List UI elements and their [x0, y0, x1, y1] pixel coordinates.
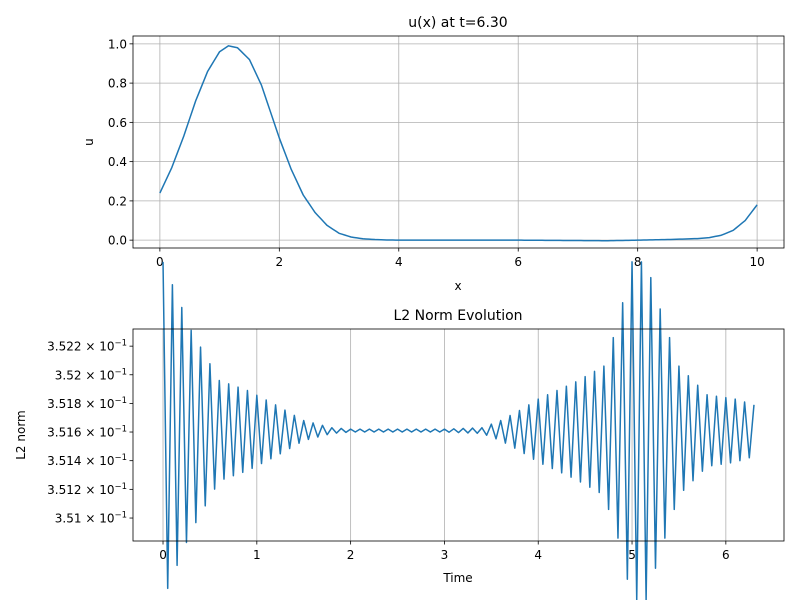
bottom-subplot: 0 1 2 3 4 5 6 3.51 × 10−1 3.512 × 10−1 3.514 × 10… — [14, 261, 785, 600]
bottom-x-tick-label: 3 — [441, 548, 449, 562]
top-subplot: 0 2 4 6 8 10 0.0 0.2 0.4 0.6 0.8 1.0 u(x) at t=6.30… — [82, 15, 785, 293]
top-x-tick-label: 4 — [395, 255, 403, 269]
top-x-axis-label: x — [454, 279, 461, 293]
top-plot-title: u(x) at t=6.30 — [408, 15, 507, 31]
bottom-y-tick-label: 3.51 × 10−1 — [55, 511, 127, 526]
bottom-y-axis-label: L2 norm — [14, 410, 28, 460]
top-plot-frame — [132, 35, 785, 249]
u-of-x-series-line — [159, 45, 758, 242]
top-y-tick-label: 0.4 — [108, 155, 127, 169]
top-y-tick-label: 0.8 — [108, 77, 127, 91]
bottom-x-tick-label: 4 — [534, 548, 542, 562]
bottom-plot-frame — [132, 328, 785, 542]
bottom-x-tick-label: 5 — [628, 548, 636, 562]
bottom-x-tick-label: 1 — [253, 548, 261, 562]
l2-norm-series-line — [162, 261, 755, 600]
bottom-y-tick-label: 3.516 × 10−1 — [47, 425, 127, 440]
top-x-tick-label: 2 — [276, 255, 284, 269]
top-x-tick-label: 10 — [749, 255, 764, 269]
bottom-x-tick-label: 0 — [159, 548, 167, 562]
top-x-tick-label: 8 — [634, 255, 642, 269]
bottom-y-tick-label: 3.52 × 10−1 — [55, 367, 127, 382]
top-y-tick-label: 0.6 — [108, 116, 127, 130]
top-y-tick-label: 0.0 — [108, 234, 127, 248]
bottom-y-tick-label: 3.522 × 10−1 — [47, 339, 127, 354]
bottom-y-tick-label: 3.514 × 10−1 — [47, 453, 127, 468]
bottom-x-tick-label: 2 — [347, 548, 355, 562]
bottom-y-tick-label: 3.518 × 10−1 — [47, 396, 127, 411]
top-x-tick-label: 0 — [156, 255, 164, 269]
top-y-axis-label: u — [82, 138, 96, 146]
top-x-tick-label: 6 — [514, 255, 522, 269]
top-y-tick-label: 1.0 — [108, 37, 127, 51]
bottom-plot-title: L2 Norm Evolution — [393, 308, 522, 324]
bottom-x-tick-label: 6 — [722, 548, 730, 562]
bottom-y-tick-label: 3.512 × 10−1 — [47, 482, 127, 497]
top-y-tick-label: 0.2 — [108, 194, 127, 208]
bottom-x-axis-label: Time — [442, 571, 472, 585]
